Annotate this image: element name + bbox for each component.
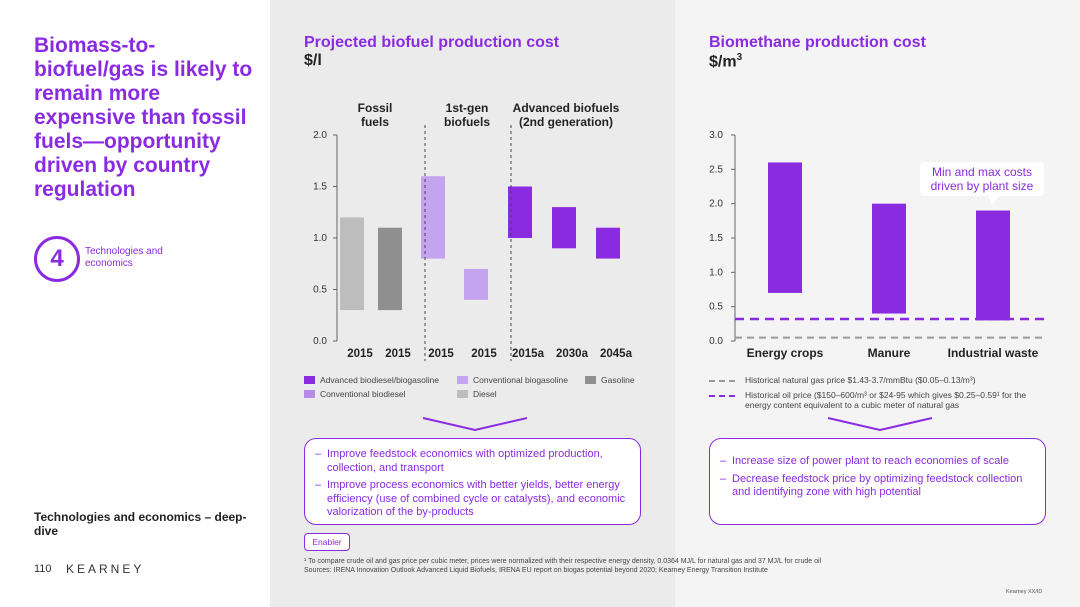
legend-swatch-conv-biodiesel [304,390,315,398]
y-tick-label: 2.0 [709,199,723,210]
biofuel-levers-box: Improve feedstock economics with optimiz… [304,438,641,525]
biofuel-legend: Advanced biodiesel/biogasoline Conventio… [304,375,664,405]
x-tick-label: 2015 [385,348,411,360]
x-tick-label: 2015 [428,348,454,360]
legend-line-natural-gas [709,380,735,382]
x-tick-label: 2015 [471,348,497,360]
section-number-badge: 4 [34,236,80,282]
section-label: Technologies and economics – deep-dive [34,510,247,538]
legend-swatch-gasoline [585,376,596,384]
range-bar [464,268,488,300]
group-label: Fossil [358,101,393,115]
plant-size-annotation: Min and max costs driven by plant size [920,162,1044,205]
legend-conv-biogasoline: Conventional biogasoline [457,375,568,385]
legend-diesel: Diesel [457,389,497,399]
legend-line-oil [709,395,735,397]
group-label: (2nd generation) [519,115,613,129]
legend-advanced: Advanced biodiesel/biogasoline [304,375,439,385]
range-bar [340,217,364,311]
legend-natural-gas: Historical natural gas price $1.43-3.7/m… [709,375,976,385]
lever-item: Increase size of power plant to reach ec… [720,455,1035,469]
chevron-down-icon [422,417,528,432]
lever-item: Improve process economics with better yi… [315,479,630,520]
range-bar [508,186,532,238]
legend-conv-biodiesel: Conventional biodiesel [304,389,406,399]
brand-logo: KEARNEY [66,562,145,576]
y-tick-label: 3.0 [709,130,723,141]
group-label: fuels [361,115,389,129]
lever-item: Decrease feedstock price by optimizing f… [720,473,1035,500]
headline: Biomass-to-biofuel/gas is likely to rema… [34,34,253,201]
y-tick-label: 2.5 [709,164,723,175]
x-tick-label: 2015a [512,348,545,360]
enabler-tag: Enabler [304,533,350,551]
left-panel: Biomass-to-biofuel/gas is likely to rema… [0,0,270,607]
biomethane-legend: Historical natural gas price $1.43-3.7/m… [709,375,1049,415]
legend-swatch-diesel [457,390,468,398]
x-tick-label: 2045a [600,348,633,360]
legend-swatch-conv-biogasoline [457,376,468,384]
y-tick-label: 1.5 [709,233,723,244]
biomethane-cost-chart: 0.0 0.5 1.0 1.5 2.0 2.5 3.0 Energy crops Manure I… [709,130,1047,360]
range-bar [552,207,576,249]
biomethane-levers-box: Increase size of power plant to reach ec… [709,438,1046,525]
y-tick-label: 0.0 [313,336,327,347]
biofuel-chart-unit: $/l [304,52,322,69]
y-tick-label: 0.5 [313,285,327,296]
range-bar [768,162,802,293]
biofuel-cost-chart: 0.0 0.5 1.0 1.5 2.0 2015 2015 2015 2015 2015a 2030… [313,101,633,361]
range-bar [596,227,620,259]
legend-swatch-advanced [304,376,315,384]
group-label: biofuels [444,115,490,129]
y-tick-label: 0.0 [709,336,723,347]
biofuel-chart-title: Projected biofuel production cost [304,34,560,51]
chevron-down-icon [827,417,933,432]
range-bar [378,227,402,311]
y-tick-label: 1.0 [709,267,723,278]
biomethane-chart-title: Biomethane production cost [709,34,926,51]
range-bar [872,203,906,314]
y-tick-label: 1.5 [313,182,327,193]
copyright: Kearney XX/ID [1006,589,1043,595]
lever-item: Improve feedstock economics with optimiz… [315,448,630,475]
y-tick-label: 2.0 [313,130,327,141]
x-tick-label: Energy crops [747,346,824,360]
range-bar [976,210,1010,321]
legend-gasoline: Gasoline [585,375,635,385]
page-number: 110 [34,563,52,575]
y-tick-label: 1.0 [313,233,327,244]
x-tick-label: 2015 [347,348,373,360]
biomethane-chart-unit: $/m3 [709,52,743,71]
group-label: 1st-gen [446,101,489,115]
y-tick-label: 0.5 [709,302,723,313]
footnote: ¹ To compare crude oil and gas price per… [304,558,822,574]
x-tick-label: 2030a [556,348,589,360]
x-tick-label: Industrial waste [948,346,1039,360]
x-tick-label: Manure [868,346,911,360]
group-label: Advanced biofuels [513,101,620,115]
badge-label: Technologies and economics [85,246,163,269]
legend-oil: Historical oil price ($150–600/m³ or $24… [709,390,1035,410]
